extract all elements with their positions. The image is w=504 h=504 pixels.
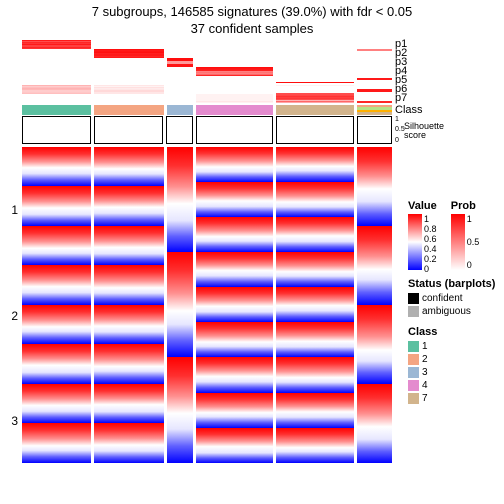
y-tick: 1 [11, 203, 18, 217]
y-axis: 1 2 3 [0, 40, 22, 474]
plot-title: 7 subgroups, 146585 signatures (39.0%) w… [0, 0, 504, 21]
y-tick: 2 [11, 309, 18, 323]
y-tick: 3 [11, 414, 18, 428]
plot-subtitle: 37 confident samples [0, 21, 504, 38]
class-label: Class [392, 105, 444, 115]
legends: Value10.80.60.40.20Prob10.50Status (barp… [408, 200, 500, 413]
prob-label: p7 [392, 94, 444, 103]
silhouette-label: 10.50Silhouettescore [392, 116, 444, 144]
